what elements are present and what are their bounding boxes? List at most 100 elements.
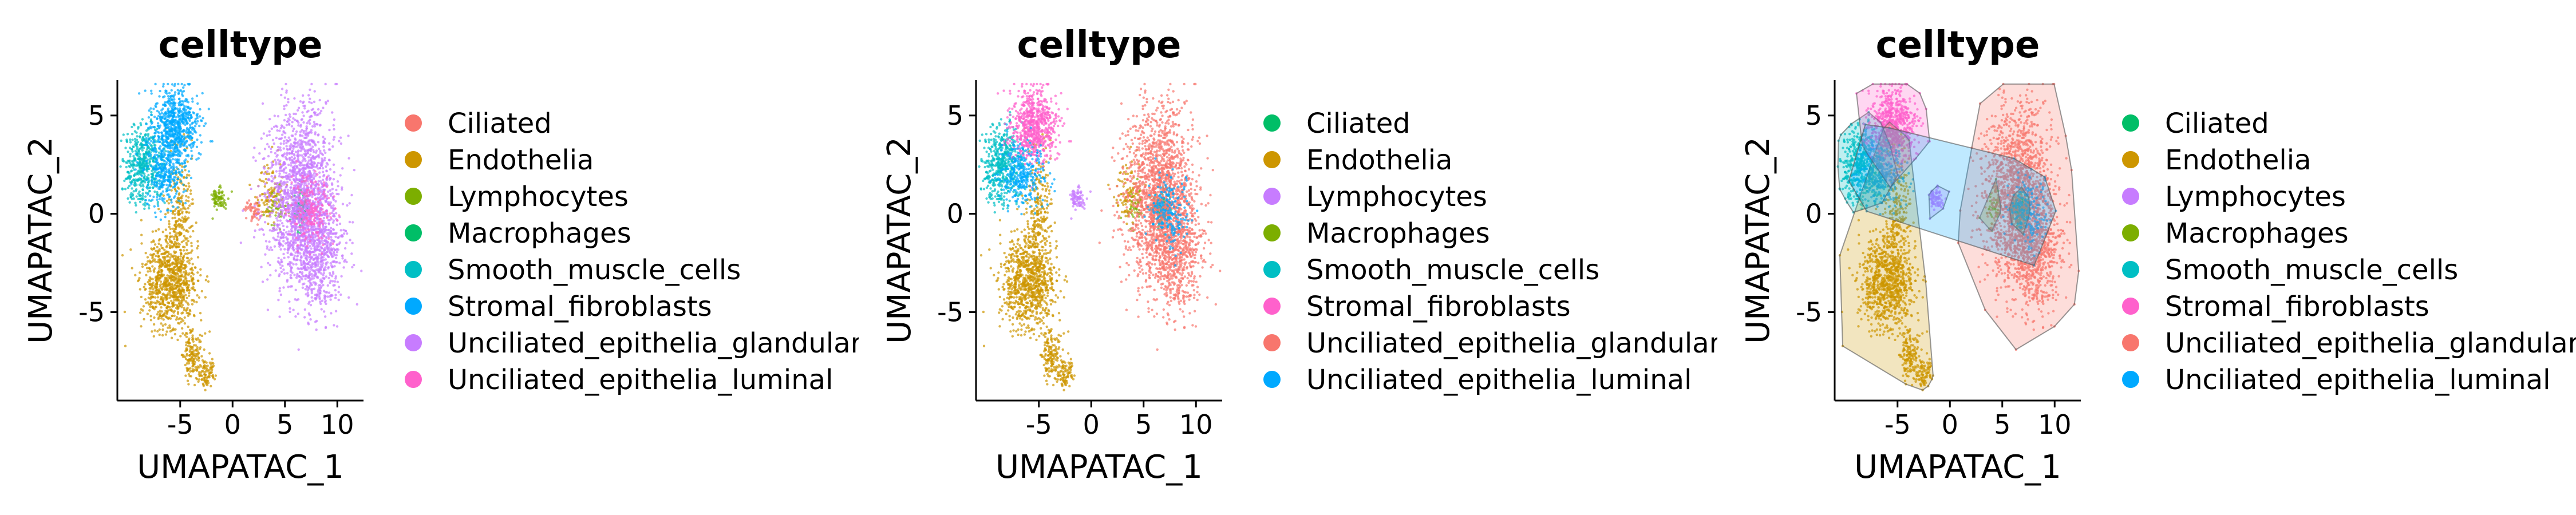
point — [346, 204, 349, 207]
point — [289, 307, 291, 310]
point — [129, 155, 132, 158]
point — [136, 146, 139, 149]
point — [152, 252, 156, 256]
point — [191, 132, 194, 136]
point — [160, 317, 163, 320]
point — [289, 115, 292, 118]
point — [131, 187, 133, 190]
point — [129, 193, 132, 196]
point — [133, 184, 136, 187]
point — [199, 119, 203, 122]
point — [156, 168, 159, 171]
point — [145, 161, 148, 165]
point — [183, 307, 185, 310]
point — [294, 167, 297, 171]
point — [150, 295, 153, 298]
point — [325, 182, 328, 185]
point — [335, 251, 339, 253]
point — [299, 149, 302, 152]
point — [185, 311, 188, 315]
point — [173, 82, 177, 86]
point — [149, 126, 153, 130]
point — [268, 200, 271, 203]
point — [141, 162, 144, 165]
point — [157, 311, 160, 314]
point — [288, 113, 291, 116]
point — [256, 223, 259, 226]
point — [306, 152, 309, 155]
point — [156, 153, 159, 157]
point — [276, 205, 280, 208]
point — [164, 140, 168, 143]
point — [208, 376, 211, 379]
point — [153, 136, 156, 138]
point — [289, 222, 293, 225]
point — [136, 135, 139, 138]
point — [140, 325, 143, 328]
point — [275, 125, 279, 128]
point — [188, 291, 191, 295]
point — [180, 318, 183, 321]
point — [165, 315, 168, 318]
point — [304, 288, 307, 291]
point — [317, 108, 320, 111]
point — [269, 215, 272, 218]
point — [154, 260, 157, 263]
point — [278, 290, 281, 292]
point — [263, 157, 266, 160]
point — [283, 136, 287, 139]
point — [312, 149, 315, 152]
point — [250, 220, 253, 223]
point — [164, 117, 167, 120]
point — [248, 183, 251, 187]
point — [169, 134, 172, 137]
point — [275, 195, 278, 197]
point — [297, 348, 300, 351]
point — [175, 316, 179, 319]
point — [169, 256, 172, 259]
point — [189, 251, 192, 254]
point — [259, 215, 262, 217]
point — [156, 286, 159, 288]
point — [168, 259, 171, 262]
point — [297, 121, 300, 124]
point — [191, 122, 193, 125]
point — [151, 330, 153, 333]
point — [283, 140, 286, 142]
point — [187, 240, 189, 243]
point — [287, 256, 290, 259]
point — [137, 197, 140, 201]
point — [196, 271, 199, 274]
point — [189, 189, 192, 192]
point — [177, 259, 180, 262]
point — [158, 171, 161, 173]
point — [304, 154, 307, 157]
point — [155, 289, 158, 292]
point — [124, 344, 127, 347]
point — [276, 219, 279, 222]
point — [156, 161, 159, 164]
point — [253, 204, 256, 208]
point — [157, 204, 160, 208]
point — [311, 200, 314, 203]
point — [129, 248, 132, 251]
point — [272, 229, 275, 232]
point — [196, 244, 200, 248]
point — [163, 168, 166, 171]
point — [281, 133, 284, 136]
point — [271, 195, 274, 198]
point — [323, 141, 326, 144]
point — [163, 128, 167, 131]
point — [283, 108, 286, 110]
point — [326, 100, 329, 102]
point — [310, 108, 313, 112]
point — [148, 287, 151, 290]
point — [224, 207, 227, 210]
point — [266, 170, 269, 173]
point — [164, 171, 168, 174]
point — [142, 154, 145, 157]
point — [176, 239, 179, 242]
point — [279, 175, 283, 179]
point — [332, 138, 335, 141]
point — [135, 152, 137, 156]
